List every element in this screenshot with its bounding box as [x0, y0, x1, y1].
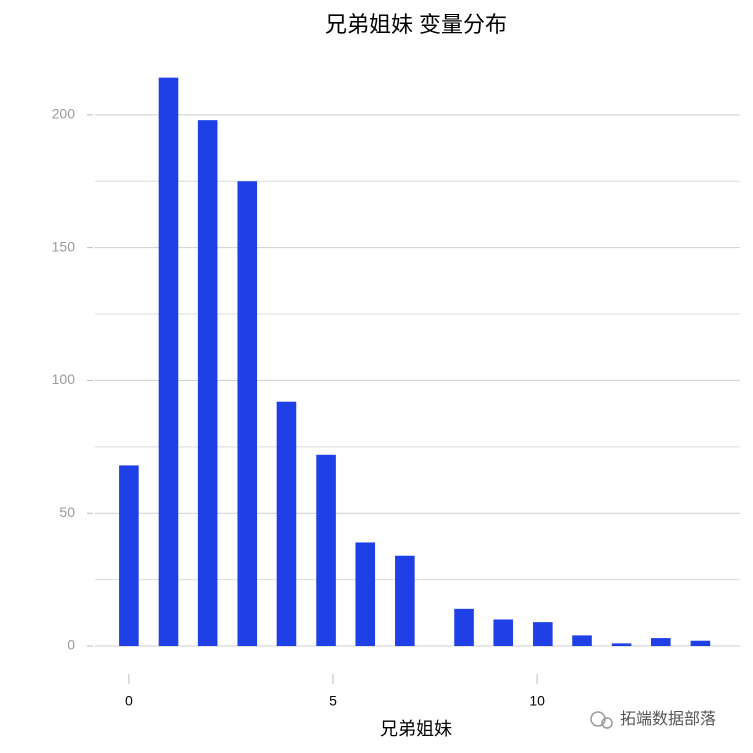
y-tick-label: 100 [52, 371, 76, 387]
bar [611, 643, 632, 647]
bar [276, 401, 297, 647]
bar [119, 465, 139, 647]
bar [533, 622, 553, 647]
watermark-icon [590, 711, 613, 729]
x-axis-label: 兄弟姐妹 [380, 719, 452, 739]
bar [572, 635, 592, 647]
bar [197, 120, 218, 647]
bar [651, 638, 671, 647]
bar [395, 555, 415, 647]
bar [454, 608, 474, 647]
y-tick-label: 50 [59, 504, 75, 520]
bar [158, 77, 179, 647]
bar [237, 181, 258, 647]
x-tick-label: 5 [329, 693, 337, 709]
x-tick-label: 0 [125, 693, 133, 709]
bar [355, 542, 376, 647]
chart-title: 兄弟姐妹 变量分布 [325, 12, 507, 37]
bar [690, 640, 711, 647]
bar [493, 619, 514, 647]
x-tick-label: 10 [529, 693, 545, 709]
y-tick-label: 200 [52, 106, 76, 122]
y-tick-label: 0 [67, 637, 75, 653]
bar [316, 454, 336, 647]
y-tick-label: 150 [52, 238, 76, 254]
watermark: 拓端数据部落 [620, 710, 716, 728]
